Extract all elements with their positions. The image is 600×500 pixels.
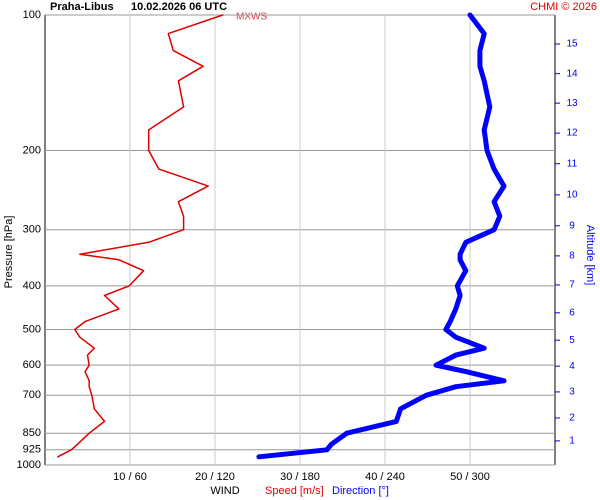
y-tick-label: 400 bbox=[23, 280, 41, 292]
y-tick-label: 100 bbox=[23, 9, 41, 21]
altitude-tick-label: 2 bbox=[569, 413, 575, 424]
legend-label: Direction [°] bbox=[332, 485, 389, 497]
y-tick-label: 600 bbox=[23, 359, 41, 371]
x-tick-label: 30 / 180 bbox=[280, 471, 320, 483]
speed-line bbox=[57, 14, 224, 458]
credit: CHMI © 2026 bbox=[530, 1, 597, 13]
altitude-tick-label: 14 bbox=[566, 68, 578, 79]
x-axis-label: WIND bbox=[210, 485, 239, 497]
y-tick-label: 300 bbox=[23, 224, 41, 236]
altitude-tick-label: 6 bbox=[569, 307, 575, 318]
direction-line bbox=[256, 12, 507, 460]
altitude-tick-label: 1 bbox=[569, 436, 575, 447]
altitude-tick-label: 10 bbox=[566, 189, 578, 200]
altitude-tick-label: 5 bbox=[569, 335, 575, 346]
y-tick-label: 1000 bbox=[17, 459, 41, 471]
y-tick-label: 700 bbox=[23, 389, 41, 401]
altitude-tick-label: 7 bbox=[569, 280, 575, 291]
altitude-tick-label: 13 bbox=[566, 98, 578, 109]
altitude-tick-label: 12 bbox=[566, 128, 578, 139]
x-tick-label: 50 / 300 bbox=[450, 471, 490, 483]
altitude-tick-label: 11 bbox=[567, 158, 578, 169]
x-tick-label: 20 / 120 bbox=[195, 471, 235, 483]
legend-label: Speed [m/s] bbox=[265, 485, 324, 497]
y-tick-label: 200 bbox=[23, 144, 41, 156]
chart-subtitle: 10.02.2026 06 UTC bbox=[131, 1, 227, 13]
altitude-tick-label: 4 bbox=[569, 361, 575, 372]
altitude-axis-label: Altitude [km] bbox=[584, 225, 596, 286]
y-axis-label: Pressure [hPa] bbox=[3, 216, 15, 289]
y-tick-label: 500 bbox=[23, 323, 41, 335]
chart-title: Praha-Libus bbox=[50, 1, 114, 13]
altitude-tick-label: 9 bbox=[569, 220, 575, 231]
x-tick-label: 40 / 240 bbox=[365, 471, 405, 483]
annotation: MXWS bbox=[236, 12, 267, 23]
altitude-tick-label: 15 bbox=[566, 39, 578, 50]
altitude-tick-label: 3 bbox=[569, 387, 575, 398]
x-tick-label: 10 / 60 bbox=[113, 471, 147, 483]
y-tick-label: 850 bbox=[23, 427, 41, 439]
y-tick-label: 925 bbox=[23, 444, 41, 456]
altitude-tick-label: 8 bbox=[569, 251, 575, 262]
